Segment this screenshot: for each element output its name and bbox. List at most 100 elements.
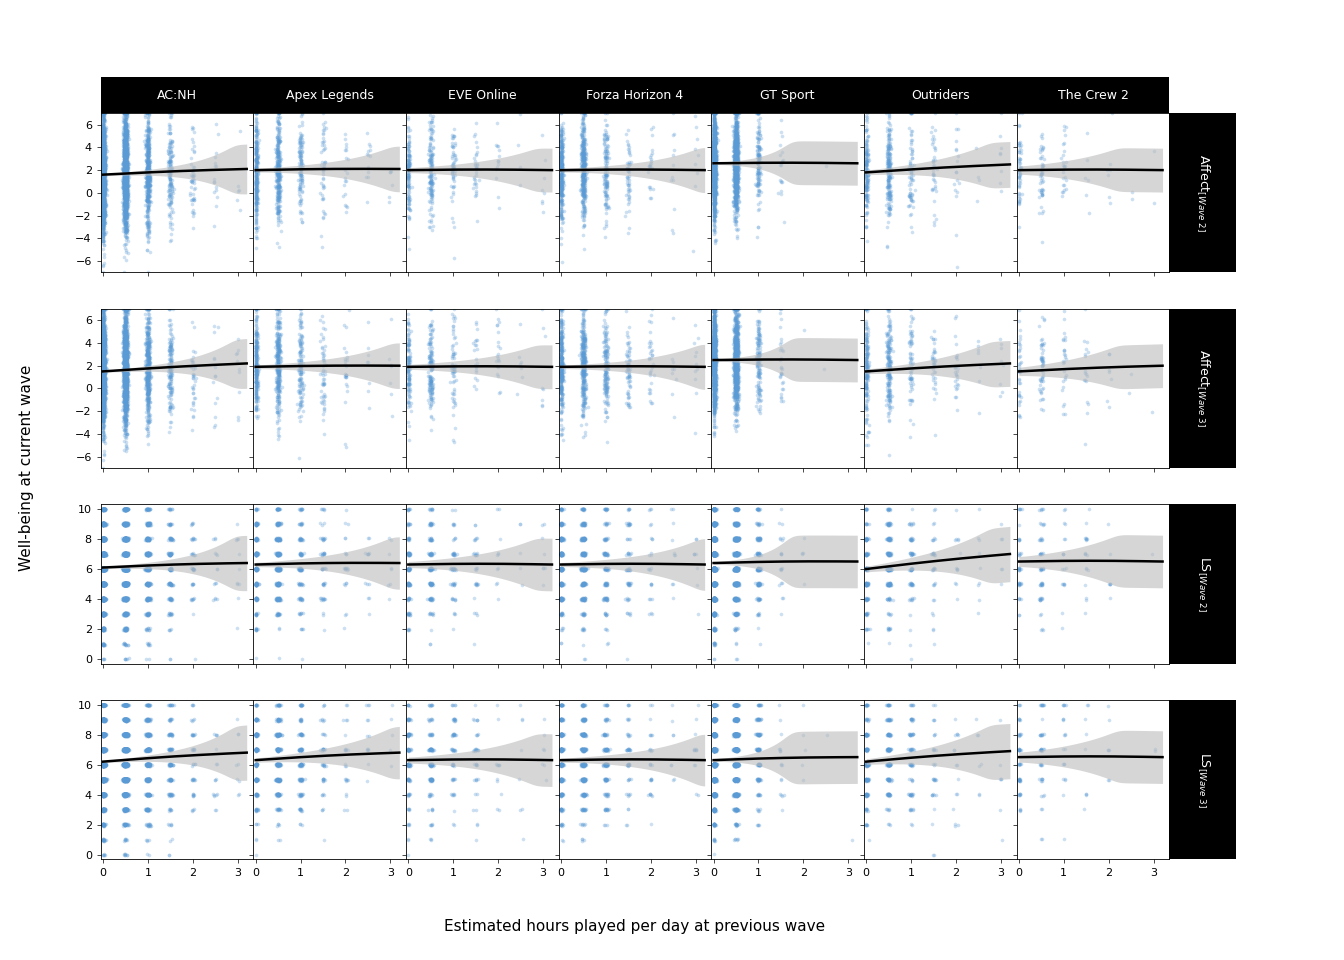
Point [93, 621, 114, 636]
Point [703, 316, 724, 331]
Point [140, 516, 161, 531]
Point [93, 772, 114, 787]
Point [114, 756, 136, 772]
Point [93, 741, 114, 756]
Point [116, 389, 137, 404]
Point [880, 562, 902, 577]
Point [704, 368, 726, 383]
Point [703, 366, 724, 381]
Point [93, 153, 114, 168]
Point [925, 153, 946, 168]
Point [703, 403, 724, 419]
Point [727, 531, 749, 546]
Point [140, 174, 161, 189]
Point [703, 532, 724, 547]
Point [704, 370, 726, 385]
Point [114, 697, 136, 712]
Point [724, 561, 746, 576]
Point [704, 532, 726, 547]
Point [856, 179, 878, 194]
Point [114, 743, 136, 758]
Point [703, 592, 724, 608]
Point [267, 561, 289, 576]
Point [726, 341, 747, 356]
Point [597, 160, 618, 176]
Point [93, 166, 114, 181]
Point [703, 546, 724, 562]
Point [703, 547, 724, 563]
Point [113, 756, 134, 772]
Point [726, 335, 747, 350]
Point [703, 353, 724, 369]
Point [703, 361, 724, 376]
Point [138, 772, 160, 787]
Point [289, 801, 310, 816]
Point [571, 502, 593, 517]
Point [771, 516, 793, 532]
Point [703, 743, 724, 758]
Point [117, 179, 138, 194]
Point [116, 786, 137, 802]
Point [117, 367, 138, 382]
Point [878, 562, 899, 577]
Point [93, 152, 114, 167]
Point [573, 332, 594, 348]
Point [137, 801, 159, 816]
Point [113, 171, 134, 186]
Point [706, 152, 727, 167]
Point [573, 137, 594, 153]
Point [136, 742, 157, 757]
Point [93, 711, 114, 727]
Point [704, 712, 726, 728]
Point [442, 162, 464, 178]
Point [704, 339, 726, 354]
Point [290, 713, 312, 729]
Point [159, 577, 180, 592]
Point [117, 156, 138, 171]
Point [704, 384, 726, 399]
Point [269, 773, 290, 788]
Point [703, 152, 724, 167]
Point [114, 727, 136, 742]
Point [703, 362, 724, 377]
Point [746, 561, 767, 576]
Point [247, 591, 269, 607]
Point [94, 204, 116, 219]
Point [597, 636, 618, 652]
Point [723, 576, 745, 591]
Point [137, 801, 159, 816]
Point [703, 301, 724, 317]
Point [116, 727, 137, 742]
Point [703, 341, 724, 356]
Point [1077, 396, 1098, 411]
Point [93, 727, 114, 742]
Point [856, 380, 878, 396]
Point [93, 419, 114, 434]
Point [116, 342, 137, 357]
Point [161, 728, 183, 743]
Point [289, 382, 310, 397]
Point [574, 592, 595, 608]
Point [726, 354, 747, 370]
Point [290, 339, 312, 354]
Point [550, 727, 571, 742]
Point [114, 346, 136, 361]
Point [574, 590, 595, 606]
Point [93, 374, 114, 390]
Point [94, 532, 116, 547]
Point [114, 727, 136, 742]
Point [246, 339, 267, 354]
Point [703, 727, 724, 742]
Point [245, 545, 266, 561]
Point [93, 712, 114, 728]
Point [159, 590, 180, 606]
Point [93, 575, 114, 590]
Point [265, 697, 286, 712]
Point [93, 516, 114, 531]
Point [726, 517, 747, 533]
Point [617, 160, 638, 176]
Point [727, 142, 749, 157]
Point [116, 160, 137, 176]
Point [137, 343, 159, 358]
Point [224, 757, 246, 773]
